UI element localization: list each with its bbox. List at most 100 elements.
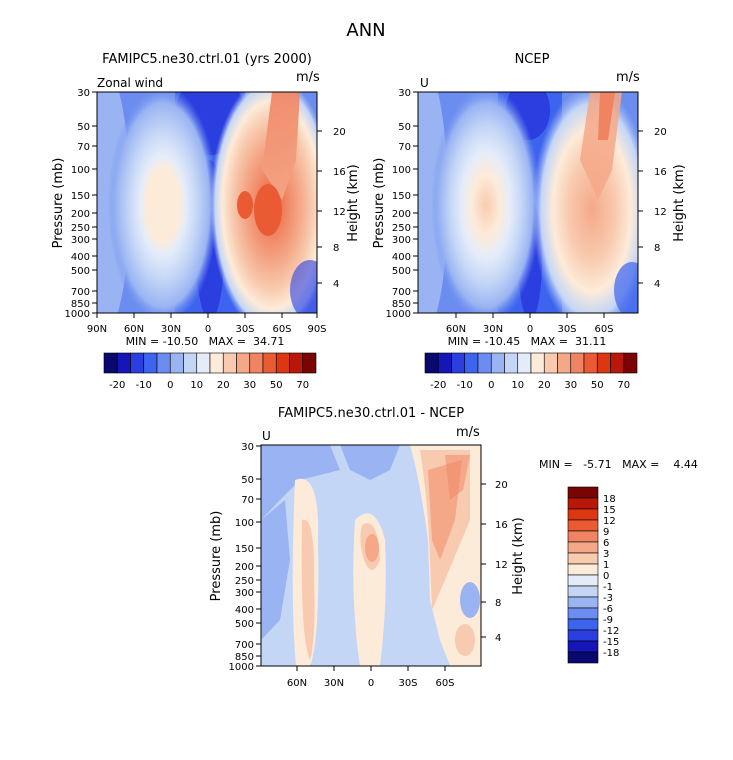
panel-title: NCEP (515, 52, 550, 67)
y2-axis-label: Height (km) (346, 164, 361, 241)
tick-label: 250 (392, 223, 411, 234)
colorbar-swatch (567, 651, 599, 664)
colorbar-swatch (183, 352, 198, 374)
tick-label: 12 (495, 560, 508, 571)
colorbar-label: -1 (603, 582, 613, 593)
colorbar-swatch (583, 352, 598, 374)
lat-axis: 60N 30N 0 30S 60S (446, 313, 614, 335)
tick-label: 16 (495, 520, 508, 531)
y2-axis-label: Height (km) (511, 517, 526, 594)
colorbar-label: 30 (564, 380, 577, 391)
colorbar-swatch (567, 640, 599, 653)
colorbar-swatch (567, 519, 599, 532)
colorbar-swatch (477, 352, 492, 374)
colorbar-swatch (451, 352, 466, 374)
tick-label: 12 (333, 207, 346, 218)
tick-label: 150 (392, 191, 411, 202)
tick-label: 500 (235, 619, 254, 630)
tick-label: 30N (483, 324, 503, 335)
colorbar-swatch (517, 352, 532, 374)
colorbar-swatch (209, 352, 224, 374)
colorbar-label: 10 (190, 380, 203, 391)
tick-label: 16 (333, 167, 346, 178)
tick-label: 8 (333, 243, 339, 254)
colorbar-label: -10 (457, 380, 473, 391)
colorbar-swatch (557, 352, 572, 374)
colorbar-swatch (116, 352, 131, 374)
colorbar-swatch (567, 552, 599, 565)
colorbar-label: 20 (538, 380, 551, 391)
colorbar-swatch (490, 352, 505, 374)
colorbar-swatch (302, 352, 317, 374)
colorbar-swatch (196, 352, 211, 374)
pressure-axis: 30 50 70 100 150 200 250 300 400 500 700… (65, 88, 97, 320)
colorbar-label: -6 (603, 604, 613, 615)
colorbar-swatch (567, 596, 599, 609)
colorbar-swatch (143, 352, 158, 374)
tick-label: 850 (71, 299, 90, 310)
tick-label: 8 (495, 598, 501, 609)
tick-label: 4 (495, 633, 501, 644)
tick-label: 30 (398, 88, 411, 99)
colorbar-swatch (567, 497, 599, 510)
colorbar-label: -3 (603, 593, 613, 604)
tick-label: 850 (392, 299, 411, 310)
tick-label: 700 (71, 287, 90, 298)
tick-label: 20 (654, 127, 667, 138)
colorbar-label: 20 (217, 380, 230, 391)
colorbar-label: 6 (603, 538, 609, 549)
tick-label: 300 (235, 588, 254, 599)
tick-label: 150 (235, 544, 254, 555)
field-label: U (262, 429, 271, 443)
y2-axis-label: Height (km) (672, 164, 687, 241)
tick-label: 400 (235, 605, 254, 616)
tick-label: 100 (71, 165, 90, 176)
colorbar-swatch (464, 352, 479, 374)
colorbar-swatch (570, 352, 585, 374)
colorbar-label: -9 (603, 615, 613, 626)
tick-label: 4 (654, 279, 660, 290)
tick-label: 30N (161, 324, 181, 335)
colorbar-label: 18 (603, 494, 616, 505)
colorbar-swatch (169, 352, 184, 374)
tick-label: 200 (392, 209, 411, 220)
colorbar-model: -20 -10 0 10 20 30 50 70 (103, 352, 317, 391)
tick-label: 50 (77, 122, 90, 133)
colorbar-swatch (262, 352, 277, 374)
colorbar-swatch (610, 352, 625, 374)
colorbar-label: 12 (603, 516, 616, 527)
colorbar-label: 50 (270, 380, 283, 391)
height-axis: 20 16 12 8 4 (481, 480, 508, 644)
colorbar-swatch (567, 574, 599, 587)
colorbar-label: 3 (603, 549, 609, 560)
tick-label: 700 (235, 640, 254, 651)
tick-label: 90S (307, 324, 326, 335)
units-label: m/s (296, 70, 320, 85)
tick-label: 200 (71, 209, 90, 220)
tick-label: 60N (287, 678, 307, 689)
tick-label: 0 (368, 678, 374, 689)
height-axis: 20 16 12 8 4 (638, 127, 667, 290)
plot-frame (96, 91, 318, 314)
y-axis-label: Pressure (mb) (209, 511, 224, 602)
colorbar-swatch (437, 352, 452, 374)
colorbar-swatch (275, 352, 290, 374)
min-max-stats: MIN = -5.71 MAX = 4.44 (539, 458, 698, 471)
colorbar-swatch (567, 530, 599, 543)
units-label: m/s (456, 425, 480, 440)
colorbar-swatch (236, 352, 251, 374)
tick-label: 60S (435, 678, 454, 689)
tick-label: 70 (77, 142, 90, 153)
colorbar-label: 9 (603, 527, 609, 538)
colorbar-swatch (222, 352, 237, 374)
colorbar-label: -10 (136, 380, 152, 391)
tick-label: 50 (398, 122, 411, 133)
pressure-axis: 30 50 70 100 150 200 250 300 400 500 700… (386, 88, 418, 320)
tick-label: 100 (235, 518, 254, 529)
tick-label: 60N (124, 324, 144, 335)
tick-label: 30S (398, 678, 417, 689)
colorbar-swatch (567, 486, 599, 499)
colorbar-label: 70 (296, 380, 309, 391)
colorbar-swatch (103, 352, 118, 374)
tick-label: 4 (333, 279, 339, 290)
